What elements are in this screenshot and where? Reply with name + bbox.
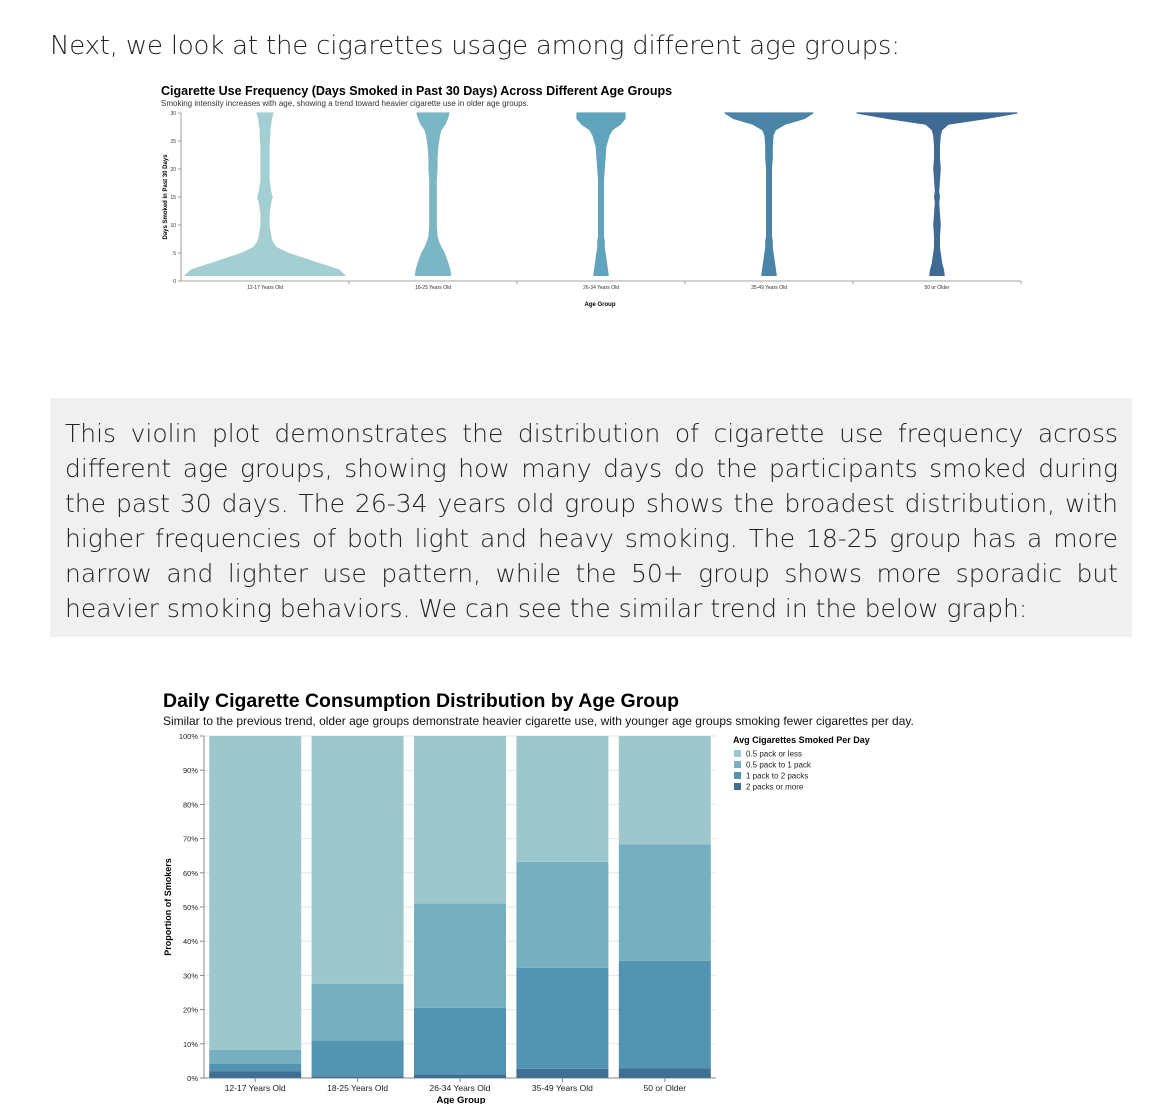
- bar-26-34-years-old-2-packs-or-more: [414, 1074, 506, 1078]
- violin-y-tick-label: 30: [170, 111, 176, 117]
- bar-35-49-years-old-1-pack-to-2-packs: [516, 967, 609, 1069]
- violin-18-25-years-old: [414, 112, 452, 276]
- legend-swatch-1-pack-to-2-packs: [734, 772, 741, 779]
- violin-axes: 0 5 10 15 20 25 30 12-17 Years Old 18-25 Years O…: [170, 111, 1022, 291]
- bar-y-tick-label: 40%: [183, 937, 198, 946]
- bar-35-49-years-old-0-5-pack-to-1-pack: [516, 861, 609, 968]
- bar-x-tick-label: 26-34 Years Old: [430, 1083, 491, 1093]
- violin-x-axis-title: Age Group: [585, 302, 616, 308]
- bar-y-tick-label: 70%: [183, 835, 198, 844]
- legend-label-0-5-pack-to-1-pack: 0.5 pack to 1 pack: [746, 761, 812, 770]
- legend-label-1-pack-to-2-packs: 1 pack to 2 packs: [746, 772, 808, 781]
- bar-y-tick-label: 50%: [183, 903, 198, 912]
- legend-swatch-0-5-pack-to-1-pack: [734, 761, 741, 768]
- bar-50-or-older-1-pack-to-2-packs: [618, 960, 711, 1069]
- bar-x-tick-label: 35-49 Years Old: [532, 1083, 593, 1093]
- violin-subtitle: Smoking intensity increases with age, sh…: [161, 99, 529, 108]
- violin-x-tick-label: 12-17 Years Old: [247, 285, 283, 291]
- bar-y-tick-label: 90%: [183, 766, 198, 775]
- bar-35-49-years-old-0-5-pack-or-less: [516, 736, 609, 862]
- bar-x-tick-label: 50 or Older: [644, 1083, 687, 1093]
- explanation-panel: This violin plot demonstrates the distri…: [50, 398, 1132, 637]
- violin-50-or-older: [856, 112, 1018, 276]
- violin-chart: Cigarette Use Frequency (Days Smoked in …: [161, 84, 1022, 308]
- legend-swatch-0-5-pack-or-less: [734, 750, 741, 757]
- bar-x-tick-label: 12-17 Years Old: [225, 1083, 286, 1093]
- bar-y-tick-label: 80%: [183, 800, 198, 809]
- bar-x-axis-title: Age Group: [436, 1095, 485, 1104]
- bar-y-tick-label: 10%: [183, 1040, 198, 1049]
- legend-label-0-5-pack-or-less: 0.5 pack or less: [746, 750, 802, 759]
- bar-x-tick-label: 18-25 Years Old: [327, 1083, 388, 1093]
- bar-18-25-years-old-2-packs-or-more: [311, 1076, 404, 1078]
- violin-y-tick-label: 5: [173, 251, 176, 257]
- bar-y-tick-label: 60%: [183, 869, 198, 878]
- bar-12-17-years-old-2-packs-or-more: [209, 1071, 302, 1078]
- legend-swatch-2-packs-or-more: [734, 783, 741, 790]
- bar-26-34-years-old-1-pack-to-2-packs: [414, 1007, 506, 1075]
- violin-y-tick-label: 25: [170, 139, 176, 145]
- bar-18-25-years-old-0-5-pack-to-1-pack: [311, 983, 404, 1041]
- violin-35-49-years-old: [724, 112, 814, 276]
- bar-26-34-years-old-0-5-pack-to-1-pack: [414, 903, 506, 1008]
- violin-y-tick-label: 0: [173, 279, 176, 285]
- bar-y-tick-label: 100%: [179, 732, 199, 741]
- violin-marks: [184, 112, 1018, 276]
- bar-18-25-years-old-1-pack-to-2-packs: [311, 1040, 404, 1077]
- bar-y-tick-label: 20%: [183, 1006, 198, 1015]
- bar-18-25-years-old-0-5-pack-or-less: [311, 736, 404, 984]
- bar-marks: [209, 736, 711, 1078]
- bar-y-tick-label: 30%: [183, 971, 198, 980]
- violin-y-axis-title: Days Smoked in Past 30 Days: [163, 154, 169, 240]
- legend-title: Avg Cigarettes Smoked Per Day: [733, 735, 870, 745]
- bar-y-tick-label: 0%: [187, 1074, 198, 1083]
- bar-legend: Avg Cigarettes Smoked Per Day 0.5 pack o…: [733, 735, 870, 792]
- intro-text: Next, we look at the cigarettes usage am…: [50, 31, 900, 61]
- violin-x-tick-label: 26-34 Years Old: [583, 285, 619, 291]
- violin-title: Cigarette Use Frequency (Days Smoked in …: [161, 84, 672, 98]
- bar-12-17-years-old-0-5-pack-or-less: [209, 736, 302, 1050]
- bar-50-or-older-2-packs-or-more: [618, 1068, 711, 1078]
- violin-x-tick-label: 18-25 Years Old: [415, 285, 451, 291]
- bar-y-axis-title: Proportion of Smokers: [163, 858, 173, 956]
- bar-subtitle: Similar to the previous trend, older age…: [163, 714, 914, 728]
- bar-50-or-older-0-5-pack-or-less: [618, 736, 711, 845]
- violin-12-17-years-old: [184, 112, 346, 276]
- explanation-paragraph: This violin plot demonstrates the distri…: [65, 419, 1118, 623]
- violin-x-tick-label: 35-49 Years Old: [751, 285, 787, 291]
- violin-y-tick-label: 10: [170, 223, 176, 229]
- violin-y-tick-label: 20: [170, 167, 176, 173]
- bar-50-or-older-0-5-pack-to-1-pack: [618, 844, 711, 961]
- legend-label-2-packs-or-more: 2 packs or more: [746, 783, 804, 792]
- violin-26-34-years-old: [576, 112, 626, 276]
- violin-y-tick-label: 15: [170, 195, 176, 201]
- bar-12-17-years-old-0-5-pack-to-1-pack: [209, 1049, 302, 1064]
- bar-26-34-years-old-0-5-pack-or-less: [414, 736, 506, 904]
- bar-12-17-years-old-1-pack-to-2-packs: [209, 1063, 302, 1072]
- violin-x-tick-label: 50 or Older: [924, 285, 949, 291]
- bar-title: Daily Cigarette Consumption Distribution…: [163, 690, 679, 712]
- bar-35-49-years-old-2-packs-or-more: [516, 1068, 609, 1078]
